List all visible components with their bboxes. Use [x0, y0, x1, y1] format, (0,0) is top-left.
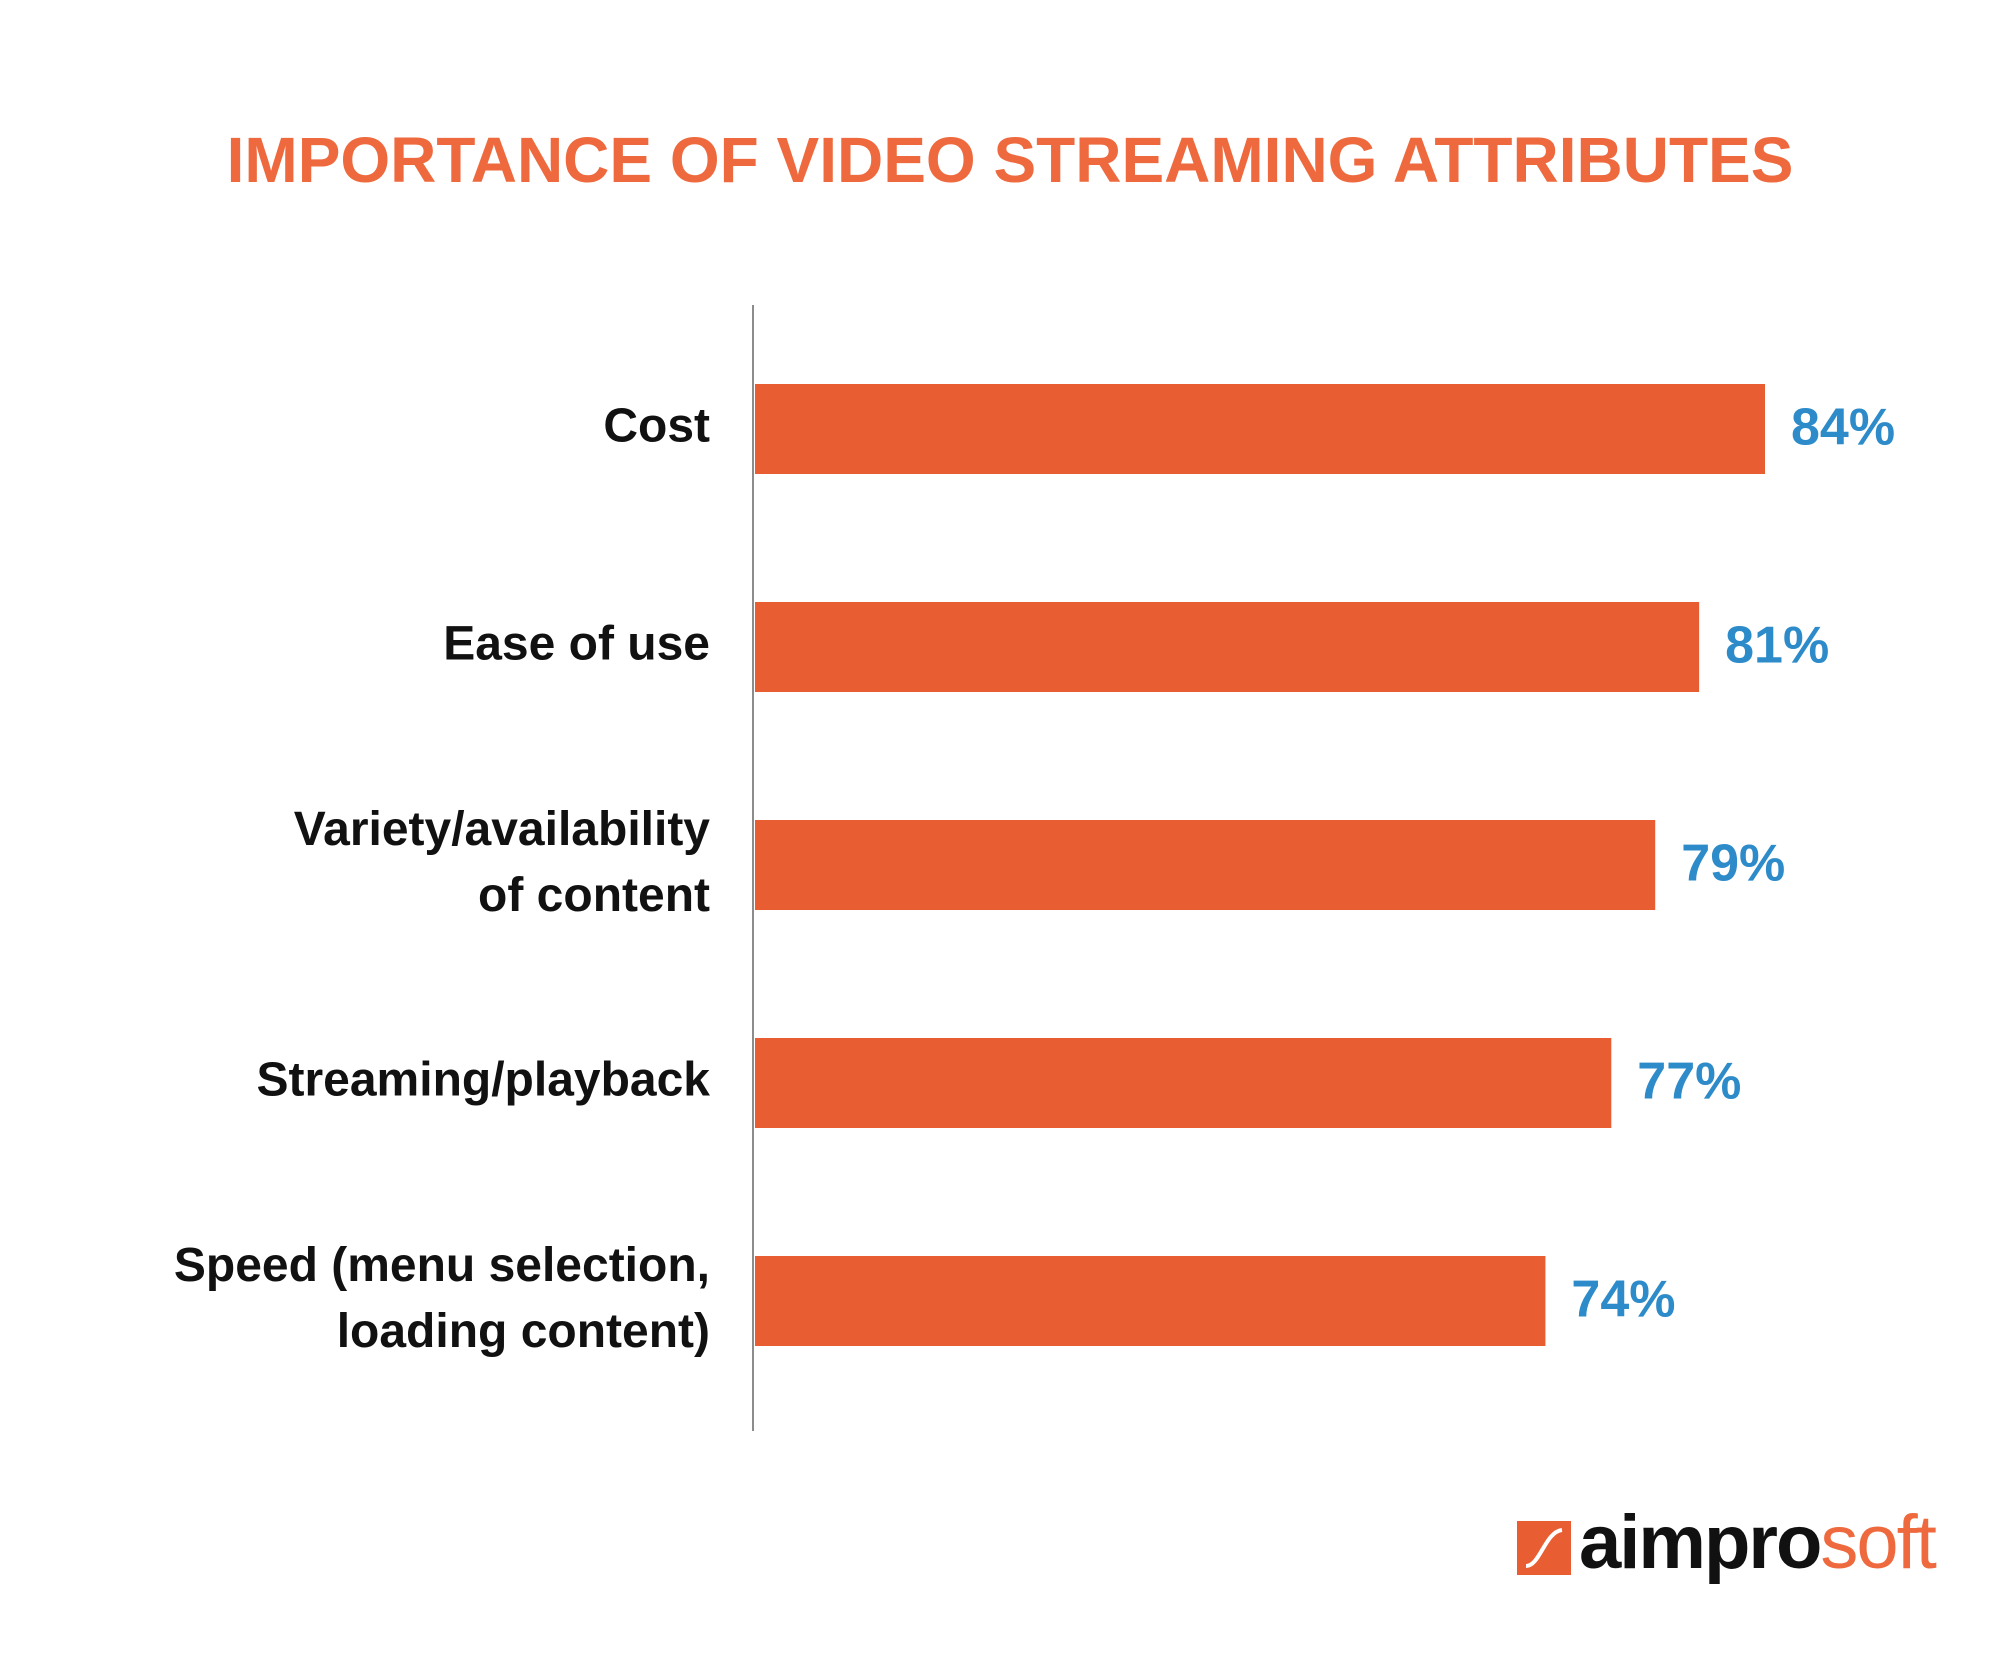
bar	[755, 1038, 1612, 1128]
bar	[755, 820, 1656, 910]
category-label: Speed (menu selection, loading content)	[174, 1239, 710, 1358]
value-label: 81%	[1725, 617, 1829, 675]
value-label: 74%	[1571, 1271, 1675, 1329]
logo: aimprosoft	[1517, 1500, 1939, 1585]
category-label: Ease of use	[443, 618, 710, 671]
category-label: Streaming/playback	[256, 1054, 710, 1107]
logo-icon-curve	[1525, 1528, 1563, 1568]
category-label: Cost	[603, 400, 710, 453]
logo-text: aimprosoft	[1579, 1500, 1937, 1585]
value-label: 84%	[1791, 399, 1895, 457]
category-label: Variety/availability of content	[294, 803, 711, 922]
bar	[755, 1256, 1546, 1346]
chart-title: IMPORTANCE OF VIDEO STREAMING ATTRIBUTES	[227, 124, 1794, 196]
logo-dark: aimpro	[1579, 1500, 1820, 1585]
bar	[755, 602, 1700, 692]
logo-light: soft	[1820, 1500, 1936, 1585]
value-label: 79%	[1681, 835, 1785, 893]
bar	[755, 384, 1765, 474]
value-label: 77%	[1637, 1053, 1741, 1111]
